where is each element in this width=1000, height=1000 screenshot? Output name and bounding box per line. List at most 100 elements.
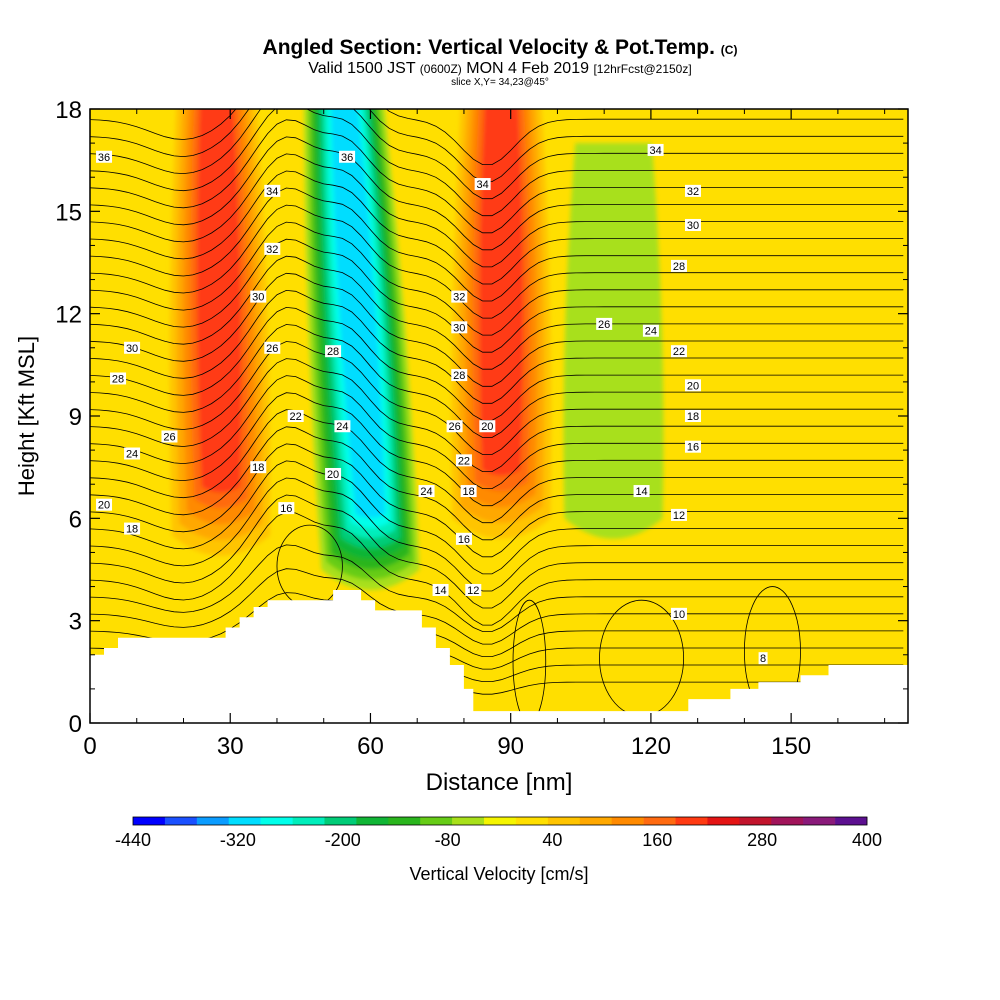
theta-contour-21 [90, 255, 904, 370]
colorbar-swatch-17 [675, 817, 708, 825]
theta-label-text: 8 [760, 653, 766, 665]
theta-label-40: 14 [432, 583, 449, 597]
theta-label-box [124, 341, 141, 354]
theta-label-20: 20 [684, 379, 701, 392]
theta-label-text: 34 [477, 179, 489, 191]
theta-label-box [684, 218, 701, 231]
theta-label-box [465, 583, 482, 596]
theta-label-box [684, 184, 701, 197]
theta-label-29: 22 [455, 454, 472, 467]
theta-contour-3 [90, 592, 904, 657]
theta-label-box [334, 420, 351, 433]
theta-label-box [278, 502, 295, 515]
y-tick-label: 0 [69, 711, 82, 738]
theta-label-text: 36 [341, 152, 353, 164]
colorbar-swatch-20 [771, 817, 804, 825]
colorbar-swatch-6 [324, 817, 357, 825]
theta-contour-7 [90, 494, 904, 609]
theta-contour-28 [90, 136, 904, 251]
theta-label-15: 28 [110, 372, 127, 385]
theta-label-box [339, 150, 356, 163]
theta-label-text: 28 [112, 373, 124, 385]
theta-label-text: 22 [290, 411, 302, 423]
colorbar-swatch-12 [515, 817, 549, 825]
theta-contour-4 [90, 568, 904, 645]
theta-contour-31 [90, 109, 904, 200]
theta-label-text: 32 [687, 186, 699, 198]
theta-label-box [758, 652, 768, 665]
theta-label-30: 18 [250, 461, 267, 474]
colorbar-swatch-18 [707, 817, 740, 825]
colorbar-swatch-2 [196, 817, 230, 825]
theta-label-26: 26 [161, 430, 178, 443]
theta-label-box [264, 184, 281, 197]
theta-label-35: 16 [278, 502, 295, 515]
slice-info: slice X,Y= 34,23@45° [451, 77, 549, 88]
theta-contour-15 [90, 358, 904, 472]
theta-label-box [110, 372, 127, 385]
colorbar-swatch-8 [388, 817, 421, 825]
theta-label-25: 20 [479, 420, 496, 433]
colorbar-tick-label: 280 [747, 830, 777, 850]
colorbar-swatch-21 [803, 817, 836, 825]
theta-contour-25 [90, 187, 904, 302]
theta-label-43: 8 [758, 652, 768, 665]
theta-label-17: 28 [325, 345, 342, 358]
velocity-band-2-5 [479, 109, 524, 476]
theta-label-19: 22 [670, 345, 687, 358]
colorbar-tick-label: -200 [325, 830, 361, 850]
y-tick-label: 12 [55, 302, 82, 329]
pot-temp-labels: 36 34 36 34 34 32 30 28 32 30 32 30 26 24 30 28 26 28 28 22… [96, 143, 768, 665]
colorbar-swatch-4 [260, 817, 293, 825]
theta-label-text: 30 [687, 220, 699, 232]
theta-label-box [460, 485, 477, 498]
theta-label-text: 24 [336, 421, 348, 433]
x-tick-label: 60 [357, 733, 384, 760]
theta-label-33: 24 [418, 485, 435, 498]
theta-label-text: 16 [280, 503, 292, 515]
theta-label-box [684, 440, 701, 453]
colorbar-tick-label: -80 [435, 830, 461, 850]
theta-label-7: 28 [670, 259, 687, 273]
theta-label-text: 30 [252, 292, 264, 304]
theta-label-text: 12 [467, 585, 479, 597]
chart-title: Angled Section: Vertical Velocity & Pot.… [262, 36, 738, 59]
theta-label-18: 28 [451, 369, 468, 382]
theta-label-41: 12 [465, 583, 482, 597]
theta-label-text: 16 [687, 442, 699, 454]
theta-label-4: 34 [647, 143, 664, 157]
theta-label-2: 36 [339, 150, 356, 164]
theta-label-31: 20 [325, 467, 342, 481]
theta-contour-19 [90, 289, 904, 404]
theta-label-box [432, 583, 449, 596]
theta-label-12: 26 [596, 317, 613, 331]
theta-label-0: 36 [96, 150, 113, 164]
theta-label-text: 34 [266, 186, 278, 198]
theta-label-text: 24 [420, 486, 432, 498]
theta-label-text: 26 [598, 319, 610, 331]
theta-label-38: 18 [124, 522, 141, 536]
colorbar-frame [132, 816, 868, 826]
theta-label-22: 22 [287, 410, 304, 423]
theta-label-text: 18 [126, 524, 138, 536]
theta-label-box [250, 290, 267, 303]
colorbar-swatch-19 [739, 817, 772, 825]
theta-label-box [287, 410, 304, 422]
y-tick-label: 3 [69, 609, 82, 636]
y-axis-label: Height [Kft MSL] [14, 336, 39, 496]
theta-label-21: 18 [684, 410, 701, 423]
theta-label-box [474, 178, 491, 191]
theta-label-32: 18 [460, 485, 477, 498]
x-tick-label: 0 [83, 733, 96, 760]
theta-label-text: 28 [453, 370, 465, 382]
theta-label-box [455, 454, 472, 467]
theta-label-42: 10 [670, 607, 687, 621]
theta-label-23: 24 [334, 420, 351, 433]
terrain-mask [90, 590, 908, 723]
colorbar-swatch-11 [484, 817, 517, 825]
theta-contour-12 [90, 409, 904, 524]
theta-label-box [684, 379, 701, 392]
theta-label-16: 26 [264, 341, 281, 355]
theta-label-text: 14 [635, 486, 647, 498]
theta-label-box [670, 259, 687, 272]
